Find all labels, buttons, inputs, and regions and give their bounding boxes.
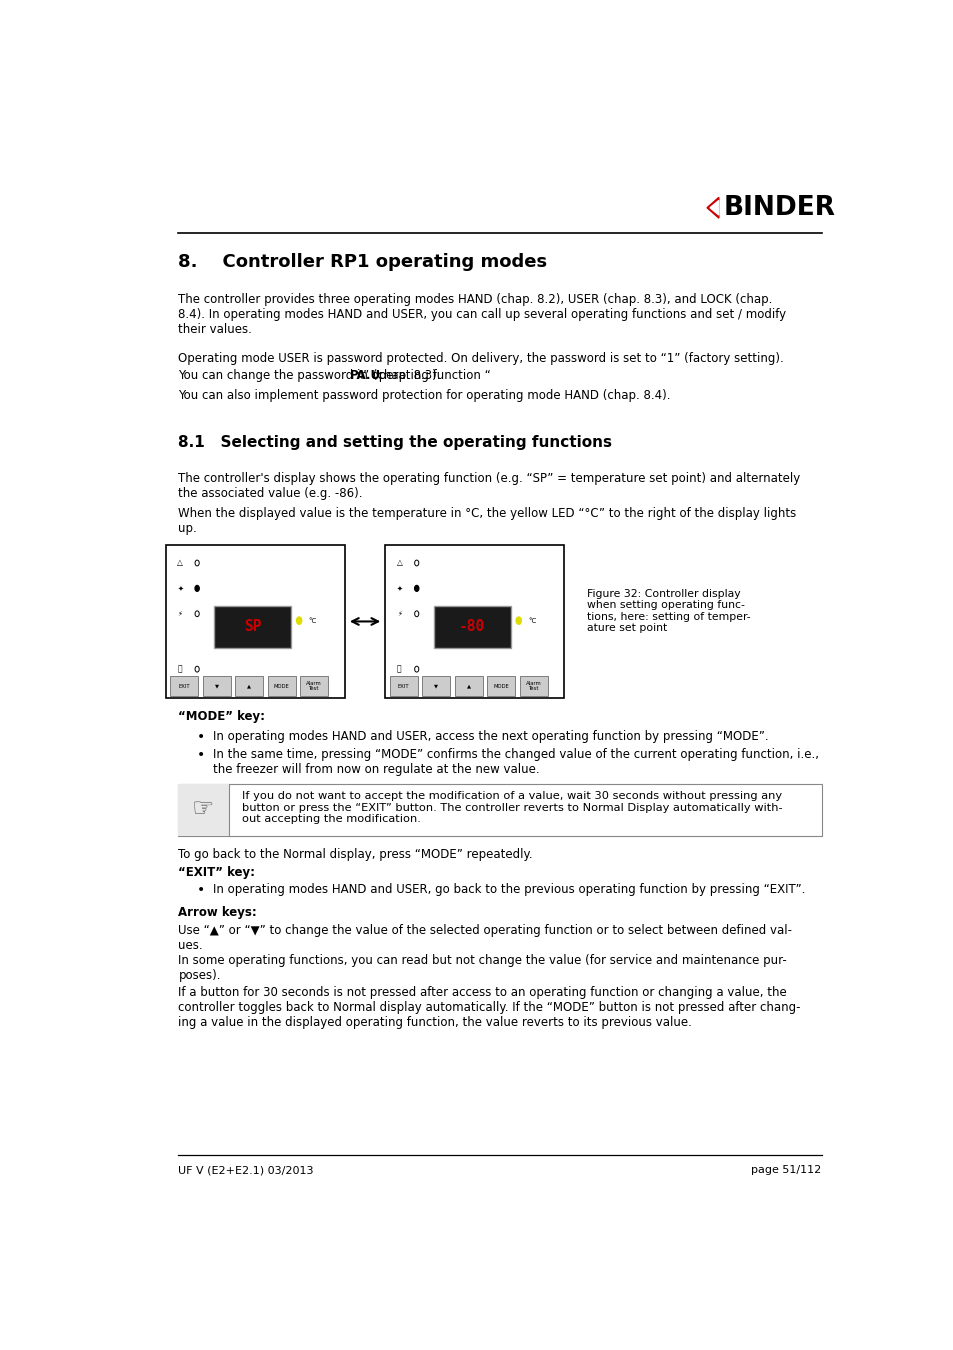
FancyBboxPatch shape (519, 676, 547, 697)
Text: “EXIT” key:: “EXIT” key: (178, 865, 255, 879)
FancyBboxPatch shape (170, 676, 198, 697)
FancyBboxPatch shape (178, 783, 229, 836)
Text: SP: SP (244, 620, 261, 634)
FancyBboxPatch shape (178, 783, 821, 836)
Text: ▲: ▲ (466, 683, 470, 688)
Text: °C: °C (528, 617, 536, 624)
FancyBboxPatch shape (389, 676, 417, 697)
Text: “MODE” key:: “MODE” key: (178, 710, 265, 722)
Text: Operating mode USER is password protected. On delivery, the password is set to “: Operating mode USER is password protecte… (178, 352, 783, 366)
Text: The controller's display shows the operating function (e.g. “SP” = temperature s: The controller's display shows the opera… (178, 471, 800, 500)
Polygon shape (706, 197, 719, 219)
Text: MODE: MODE (493, 683, 509, 688)
Text: °C: °C (309, 617, 316, 624)
Text: •: • (196, 729, 205, 744)
Text: In operating modes HAND and USER, access the next operating function by pressing: In operating modes HAND and USER, access… (213, 729, 768, 742)
Text: Arrow keys:: Arrow keys: (178, 906, 257, 919)
Text: In the same time, pressing “MODE” confirms the changed value of the current oper: In the same time, pressing “MODE” confir… (213, 748, 819, 776)
Text: Figure 32: Controller display
when setting operating func-
tions, here: setting : Figure 32: Controller display when setti… (586, 589, 749, 633)
Text: When the displayed value is the temperature in °C, the yellow LED “°C” to the ri: When the displayed value is the temperat… (178, 508, 796, 535)
Text: Alarm
Test: Alarm Test (525, 680, 541, 691)
Circle shape (194, 586, 199, 591)
Text: EXIT: EXIT (397, 683, 409, 688)
Text: You can change the password in operating function “: You can change the password in operating… (178, 369, 491, 382)
Text: ☞: ☞ (193, 798, 214, 822)
Text: In operating modes HAND and USER, go back to the previous operating function by : In operating modes HAND and USER, go bac… (213, 883, 804, 896)
Text: BINDER: BINDER (722, 194, 835, 221)
Text: You can also implement password protection for operating mode HAND (chap. 8.4).: You can also implement password protecti… (178, 389, 670, 401)
FancyBboxPatch shape (234, 676, 263, 697)
Text: page 51/112: page 51/112 (751, 1165, 821, 1174)
FancyBboxPatch shape (213, 606, 291, 648)
FancyBboxPatch shape (434, 606, 510, 648)
Text: In some operating functions, you can read but not change the value (for service : In some operating functions, you can rea… (178, 954, 786, 981)
Text: △: △ (396, 559, 402, 567)
Circle shape (415, 586, 418, 591)
FancyBboxPatch shape (385, 544, 564, 698)
Polygon shape (709, 200, 719, 215)
Text: To go back to the Normal display, press “MODE” repeatedly.: To go back to the Normal display, press … (178, 848, 533, 861)
Text: ▼: ▼ (434, 683, 437, 688)
Text: ⚡: ⚡ (396, 610, 401, 617)
Text: MODE: MODE (274, 683, 289, 688)
Text: •: • (196, 748, 205, 763)
Text: 〜: 〜 (177, 664, 182, 674)
Text: -80: -80 (458, 620, 485, 634)
Text: ✦: ✦ (177, 586, 183, 591)
FancyBboxPatch shape (300, 676, 328, 697)
Text: ▲: ▲ (247, 683, 251, 688)
Text: PA.U: PA.U (350, 369, 380, 382)
FancyBboxPatch shape (487, 676, 515, 697)
FancyBboxPatch shape (202, 676, 231, 697)
FancyBboxPatch shape (455, 676, 482, 697)
Circle shape (516, 617, 520, 624)
Text: The controller provides three operating modes HAND (chap. 8.2), USER (chap. 8.3): The controller provides three operating … (178, 293, 785, 336)
FancyBboxPatch shape (421, 676, 450, 697)
Text: If you do not want to accept the modification of a value, wait 30 seconds withou: If you do not want to accept the modific… (242, 791, 781, 823)
FancyBboxPatch shape (267, 676, 295, 697)
Text: ▼: ▼ (214, 683, 218, 688)
Text: ✦: ✦ (396, 586, 402, 591)
Text: EXIT: EXIT (178, 683, 190, 688)
Text: •: • (196, 883, 205, 898)
FancyBboxPatch shape (166, 544, 344, 698)
Text: ⚡: ⚡ (177, 610, 182, 617)
Text: Alarm
Test: Alarm Test (306, 680, 322, 691)
Text: 8.1   Selecting and setting the operating functions: 8.1 Selecting and setting the operating … (178, 436, 612, 451)
Circle shape (296, 617, 301, 624)
Text: 8.    Controller RP1 operating modes: 8. Controller RP1 operating modes (178, 254, 547, 271)
Text: If a button for 30 seconds is not pressed after access to an operating function : If a button for 30 seconds is not presse… (178, 987, 801, 1029)
Text: 〜: 〜 (396, 664, 401, 674)
Text: UF V (E2+E2.1) 03/2013: UF V (E2+E2.1) 03/2013 (178, 1165, 314, 1174)
Text: ” (chap. 8.3).: ” (chap. 8.3). (363, 369, 440, 382)
Text: Use “▲” or “▼” to change the value of the selected operating function or to sele: Use “▲” or “▼” to change the value of th… (178, 923, 792, 952)
Text: △: △ (177, 559, 183, 567)
